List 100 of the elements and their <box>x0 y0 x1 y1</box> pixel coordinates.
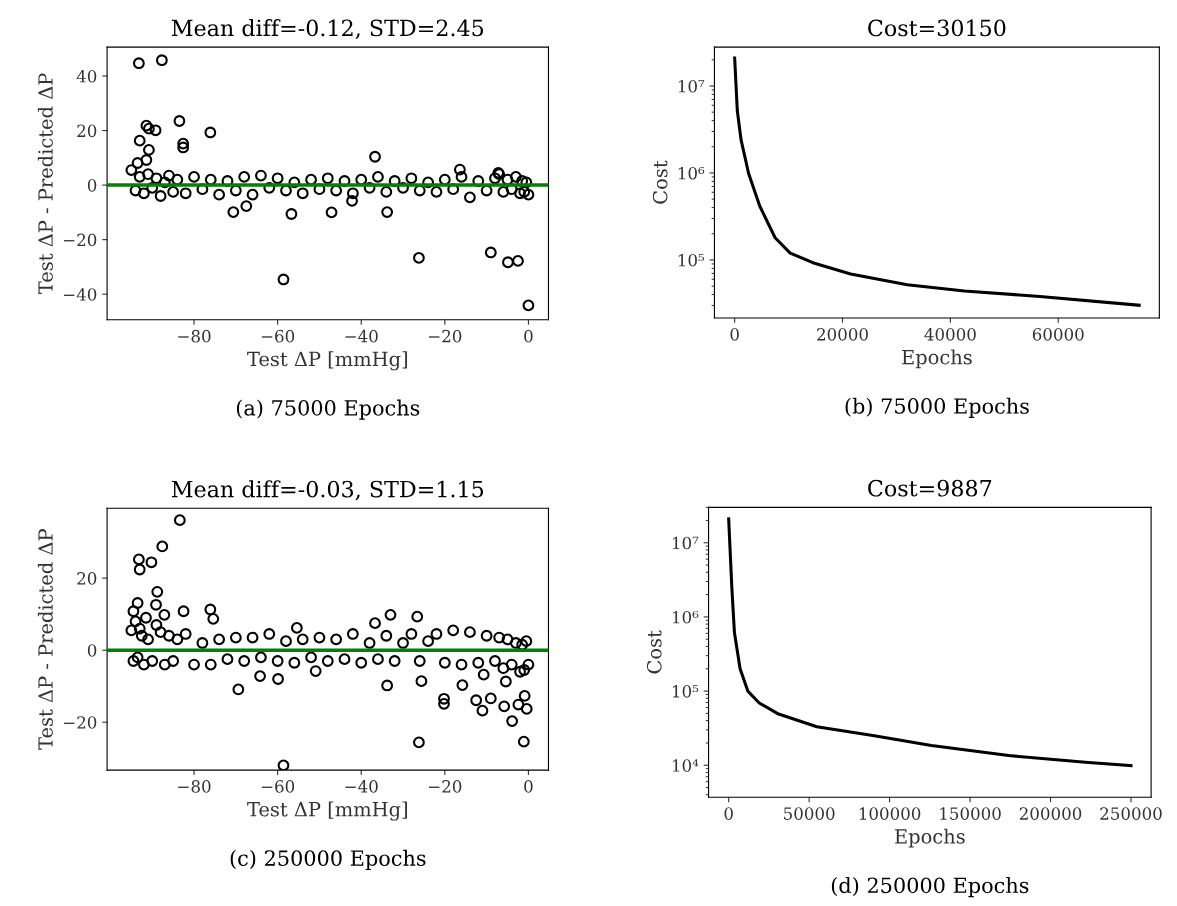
point <box>163 169 175 182</box>
chart-title: Mean diff=-0.03, STD=1.15 <box>171 480 484 501</box>
x-tick-label: 100000 <box>859 807 921 820</box>
x-tick-label: 40000 <box>924 328 976 341</box>
point <box>207 612 220 625</box>
point <box>522 299 535 312</box>
text: (d) 250000 Epochs <box>831 877 1029 898</box>
point <box>456 679 469 691</box>
point <box>213 188 226 201</box>
point <box>140 154 153 166</box>
point <box>149 124 162 137</box>
y-tick-label: 10⁶ <box>672 610 699 624</box>
x-tick-label: 60000 <box>1032 328 1084 341</box>
point <box>133 563 146 576</box>
point <box>179 187 192 200</box>
x-tick-label: 20000 <box>817 328 868 341</box>
y-tick-label: −40 <box>63 288 97 301</box>
point <box>177 605 190 618</box>
y-tick-label: 0 <box>87 179 97 192</box>
x-axis-title: Epochs <box>895 828 965 848</box>
point <box>204 603 217 616</box>
y-tick-label: 20 <box>77 124 97 138</box>
point <box>132 553 145 566</box>
x-tick-label: 0 <box>730 328 739 341</box>
x-tick-label: 0 <box>524 780 533 793</box>
point <box>381 679 394 692</box>
point <box>405 172 418 185</box>
point <box>415 675 428 688</box>
point <box>453 163 466 176</box>
point <box>484 692 497 705</box>
x-tick-label: −40 <box>345 329 378 343</box>
y-tick-label: −20 <box>63 233 97 247</box>
chart-title: Cost=9887 <box>868 479 992 497</box>
point <box>204 126 217 139</box>
point <box>512 698 525 711</box>
point <box>455 171 468 183</box>
point <box>150 598 162 611</box>
point <box>156 540 169 553</box>
point <box>277 273 290 286</box>
text: (c) 250000 Epochs <box>230 849 426 870</box>
point <box>522 188 535 201</box>
y-tick-label: 10⁷ <box>678 79 705 93</box>
text: (a) 75000 Epochs <box>236 399 420 420</box>
x-tick-label: 150000 <box>940 807 1001 820</box>
point <box>520 702 533 715</box>
point <box>227 206 240 218</box>
x-tick-label: −60 <box>261 780 295 793</box>
point <box>290 621 303 634</box>
point <box>372 171 384 183</box>
y-tick-label: 10⁶ <box>678 166 705 180</box>
x-tick-label: 0 <box>724 807 733 820</box>
x-tick-label: 50000 <box>784 807 835 820</box>
point <box>514 187 526 200</box>
point <box>520 176 533 189</box>
chart-title: Cost=30150 <box>868 19 1006 37</box>
point <box>369 617 381 630</box>
x-tick-label: −20 <box>429 780 462 793</box>
point <box>146 181 159 194</box>
point <box>518 690 531 702</box>
point <box>154 190 167 202</box>
point <box>277 759 290 771</box>
y-axis-title: Test ΔP - Predicted ΔP <box>37 529 53 750</box>
point <box>255 169 267 182</box>
point <box>380 186 393 198</box>
x-tick-label: −40 <box>345 780 378 793</box>
point <box>470 694 483 707</box>
point <box>346 195 358 207</box>
point <box>167 186 180 198</box>
point <box>151 585 164 598</box>
point <box>131 157 144 169</box>
point <box>133 171 146 183</box>
point <box>413 252 425 264</box>
point <box>296 187 309 200</box>
point <box>232 683 245 696</box>
x-tick-label: −80 <box>178 780 211 793</box>
point <box>288 176 301 189</box>
point <box>173 115 186 127</box>
point <box>145 556 158 569</box>
point <box>177 137 190 150</box>
point <box>509 171 522 183</box>
point <box>127 605 140 618</box>
point <box>438 697 450 710</box>
point <box>173 514 186 527</box>
point <box>131 597 144 609</box>
point <box>238 171 251 183</box>
point <box>477 668 490 681</box>
point <box>489 172 501 185</box>
point <box>132 57 145 70</box>
line-series <box>727 517 1133 768</box>
point <box>397 181 409 194</box>
point <box>246 188 259 201</box>
point <box>285 208 298 220</box>
point <box>143 144 155 156</box>
point <box>125 164 138 176</box>
x-axis-title: Test ΔP [mmHg] <box>247 801 407 821</box>
point <box>272 673 284 685</box>
x-tick-label: 200000 <box>1019 807 1082 820</box>
point <box>464 191 476 204</box>
y-tick-label: 10⁷ <box>672 536 699 550</box>
x-axis-title: Epochs <box>902 349 972 369</box>
